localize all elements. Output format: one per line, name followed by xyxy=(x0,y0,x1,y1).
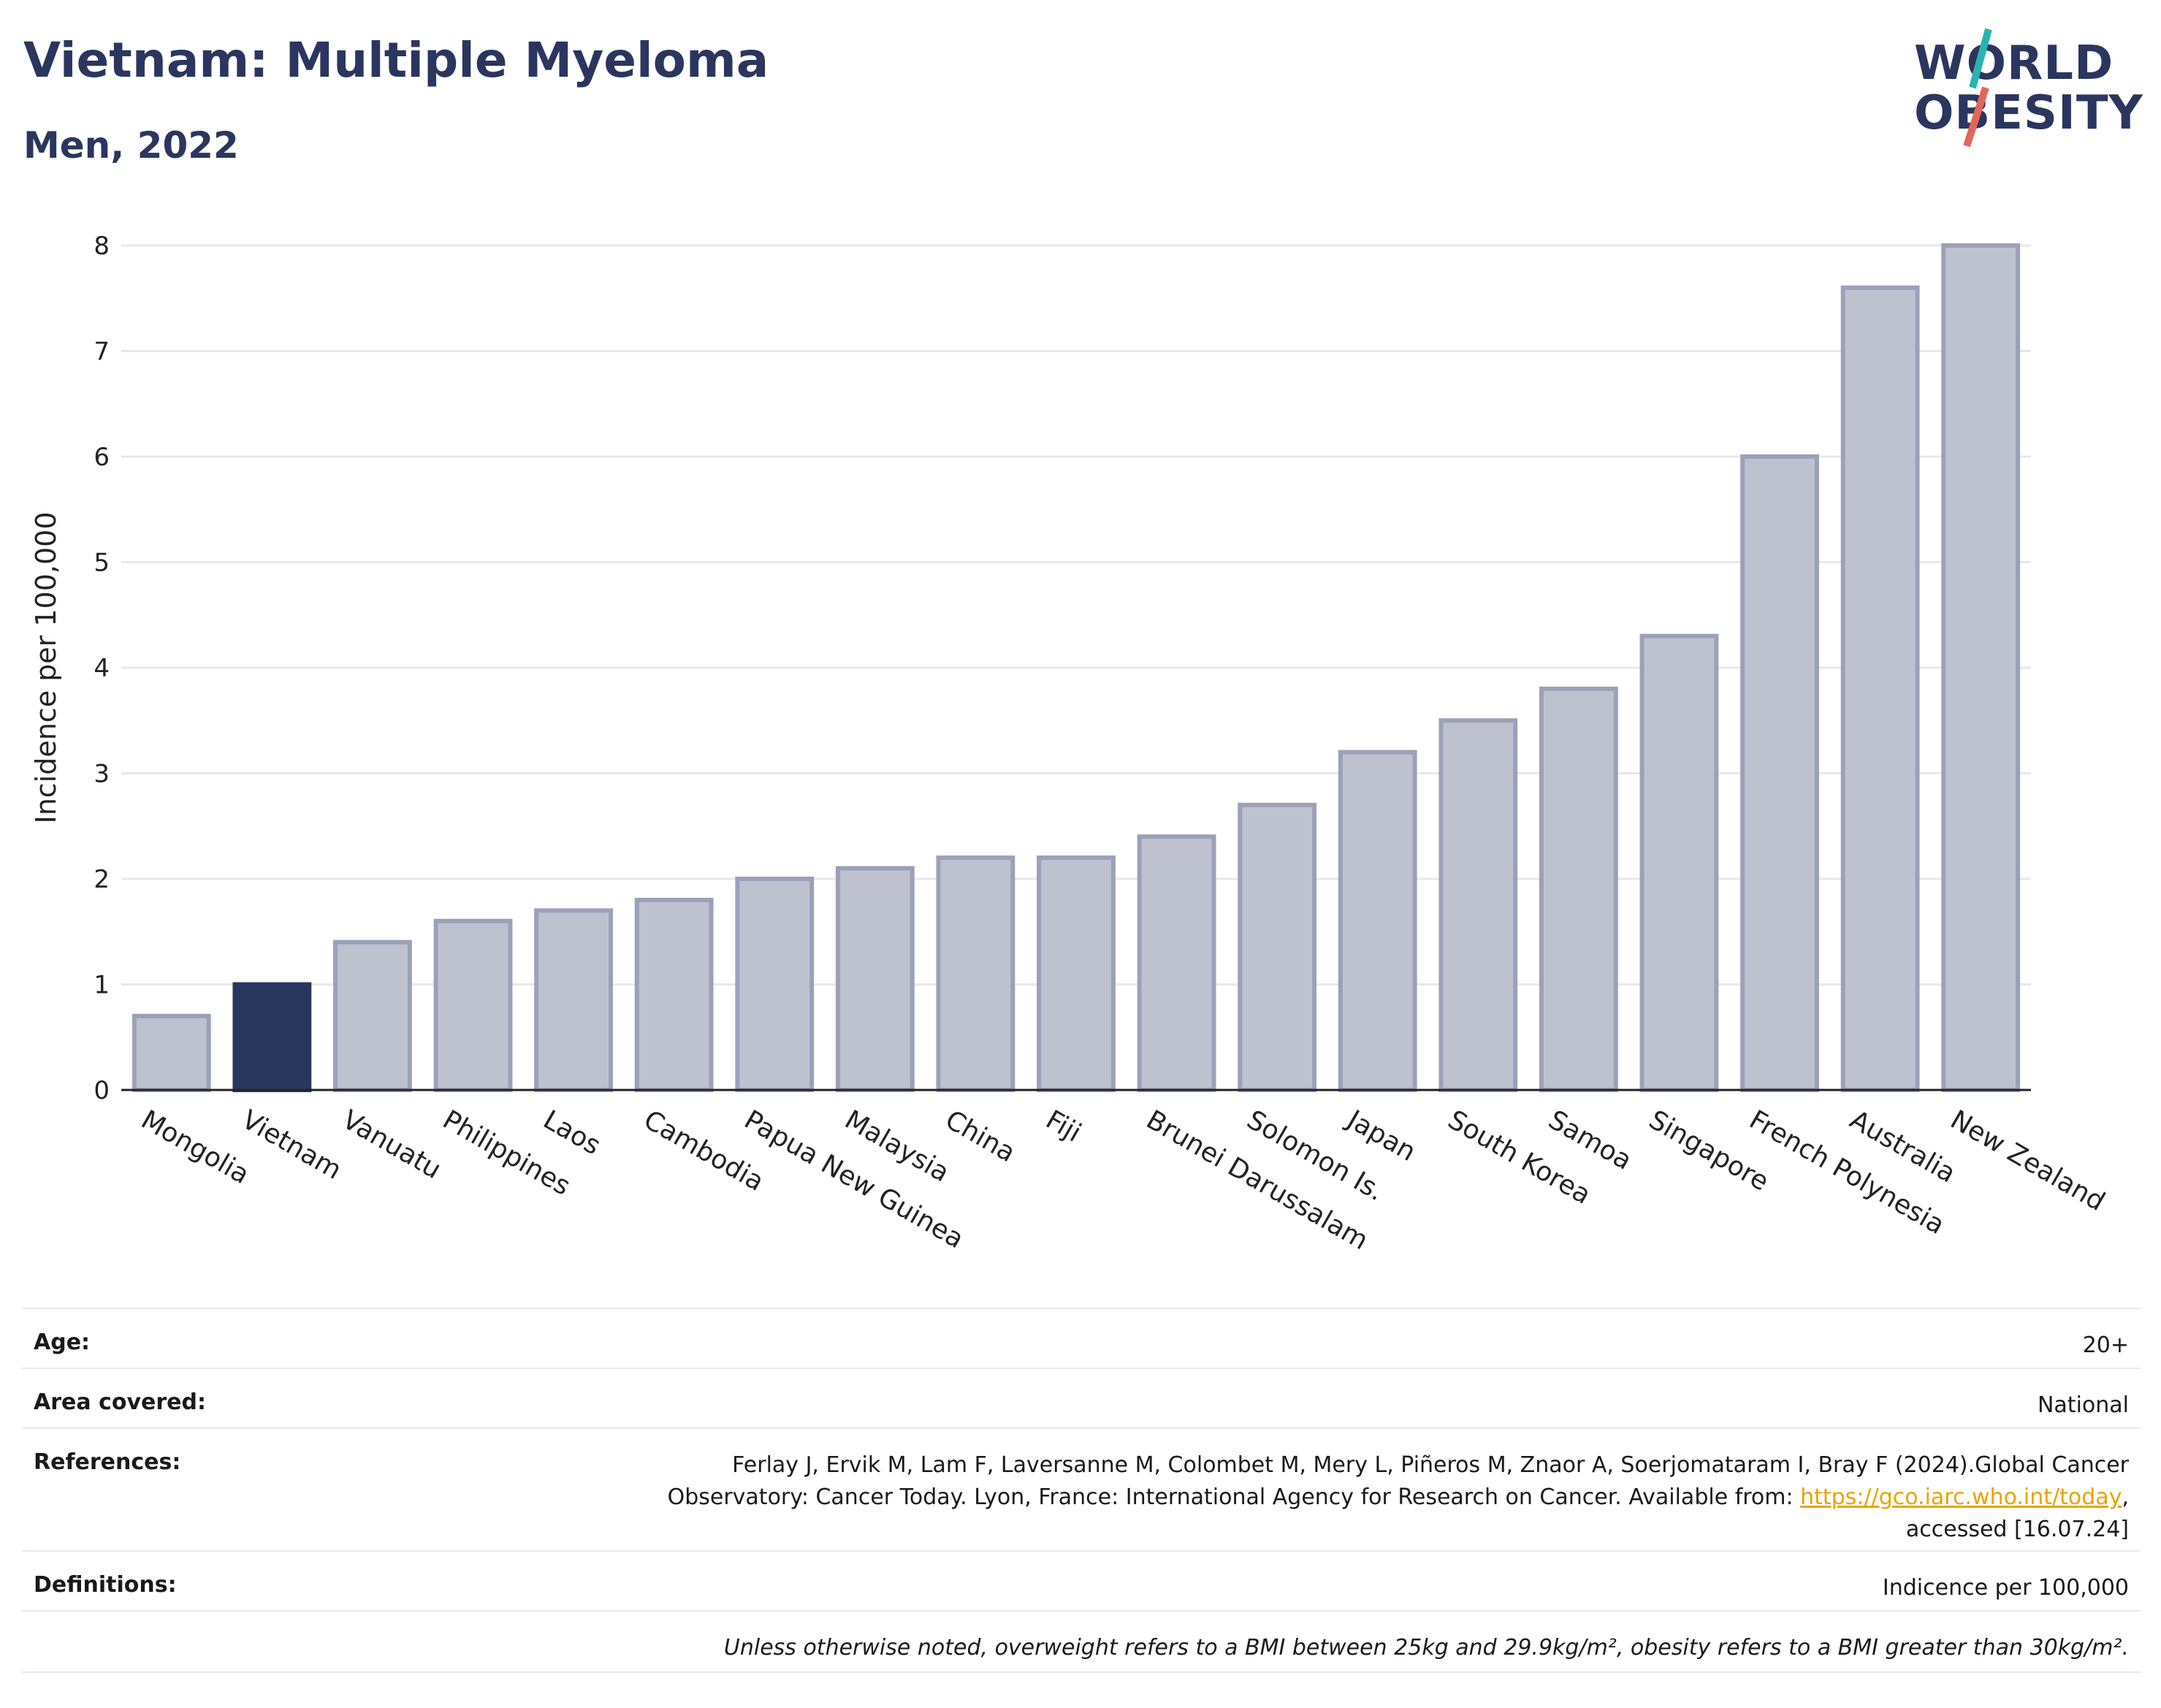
logo-line1: WORLD xyxy=(1914,37,2114,91)
bar-chart: 012345678MongoliaVietnamVanuatuPhilippin… xyxy=(30,232,2110,1256)
y-tick-label: 8 xyxy=(94,232,110,261)
meta-label-references: References: xyxy=(34,1449,181,1475)
y-tick-label: 2 xyxy=(94,865,110,894)
meta-value-definitions: Indicence per 100,000 xyxy=(1882,1575,2129,1601)
bar xyxy=(1438,718,1518,1092)
reference-line2-end: , xyxy=(2122,1484,2129,1510)
meta-row-references: References: Ferlay J, Ervik M, Lam F, La… xyxy=(22,1427,2141,1550)
bar xyxy=(333,939,412,1092)
reference-line2-text: Observatory: Cancer Today. Lyon, France:… xyxy=(667,1484,1801,1510)
bar xyxy=(1238,802,1317,1092)
y-axis-title: Incidence per 100,000 xyxy=(30,511,62,823)
y-tick-label: 0 xyxy=(94,1076,110,1105)
bar xyxy=(1338,750,1417,1092)
meta-label-definitions: Definitions: xyxy=(34,1572,177,1598)
meta-row-area: Area covered: National xyxy=(22,1368,2141,1427)
y-tick-label: 6 xyxy=(94,443,110,472)
x-tick-label: New Zealand xyxy=(1945,1105,2110,1217)
bar xyxy=(1941,243,2021,1092)
bar xyxy=(433,918,513,1092)
bar xyxy=(534,908,614,1092)
bar xyxy=(835,866,915,1092)
y-tick-label: 5 xyxy=(94,549,110,578)
x-tick-label: Fiji xyxy=(1041,1105,1086,1148)
meta-value-age: 20+ xyxy=(2082,1333,2129,1358)
bar xyxy=(936,855,1015,1092)
reference-line3: accessed [16.07.24] xyxy=(1905,1517,2129,1542)
meta-label-area: Area covered: xyxy=(34,1389,206,1415)
meta-row-age: Age: 20+ xyxy=(22,1308,2141,1368)
x-tick-label: Vietnam xyxy=(237,1105,346,1186)
bar xyxy=(634,897,714,1093)
meta-row-definitions: Definitions: Indicence per 100,000 xyxy=(22,1550,2141,1610)
meta-note: Unless otherwise noted, overweight refer… xyxy=(723,1635,2129,1661)
meta-label-age: Age: xyxy=(34,1330,91,1355)
reference-line1: Ferlay J, Ervik M, Lam F, Laversanne M, … xyxy=(732,1452,2129,1478)
bar xyxy=(1539,686,1618,1092)
bar xyxy=(132,1013,211,1092)
bar xyxy=(1037,855,1116,1092)
y-tick-label: 1 xyxy=(94,971,110,1000)
reference-link[interactable]: https://gco.iarc.who.int/today xyxy=(1800,1484,2122,1510)
y-tick-label: 4 xyxy=(94,654,110,683)
y-tick-label: 7 xyxy=(94,338,110,367)
page-subtitle: Men, 2022 xyxy=(23,124,239,167)
metadata-table: Age: 20+ Area covered: National Referenc… xyxy=(22,1308,2141,1673)
logo-line2: OBESITY xyxy=(1914,86,2143,140)
bar xyxy=(232,982,312,1092)
bar xyxy=(1740,454,1819,1092)
bar xyxy=(1639,633,1719,1092)
meta-row-note: Unless otherwise noted, overweight refer… xyxy=(22,1610,2141,1673)
reference-line2: Observatory: Cancer Today. Lyon, France:… xyxy=(22,1482,2129,1514)
logo-slash-icon xyxy=(1963,28,1992,148)
bar xyxy=(1840,285,1920,1092)
x-tick-label: Japan xyxy=(1341,1104,1421,1167)
meta-value-references: Ferlay J, Ervik M, Lam F, Laversanne M, … xyxy=(22,1429,2141,1546)
y-tick-label: 3 xyxy=(94,760,110,789)
x-tick-label: Laos xyxy=(538,1105,606,1161)
page-title: Vietnam: Multiple Myeloma xyxy=(23,32,769,88)
x-tick-label: Vanuatu xyxy=(337,1105,446,1185)
bar xyxy=(1137,834,1216,1092)
x-tick-label: China xyxy=(940,1105,1021,1168)
meta-value-area: National xyxy=(2037,1392,2129,1418)
bar xyxy=(735,877,815,1092)
x-tick-label: Mongolia xyxy=(136,1105,254,1190)
world-obesity-logo: WORLD OBESITY xyxy=(1899,22,2148,153)
